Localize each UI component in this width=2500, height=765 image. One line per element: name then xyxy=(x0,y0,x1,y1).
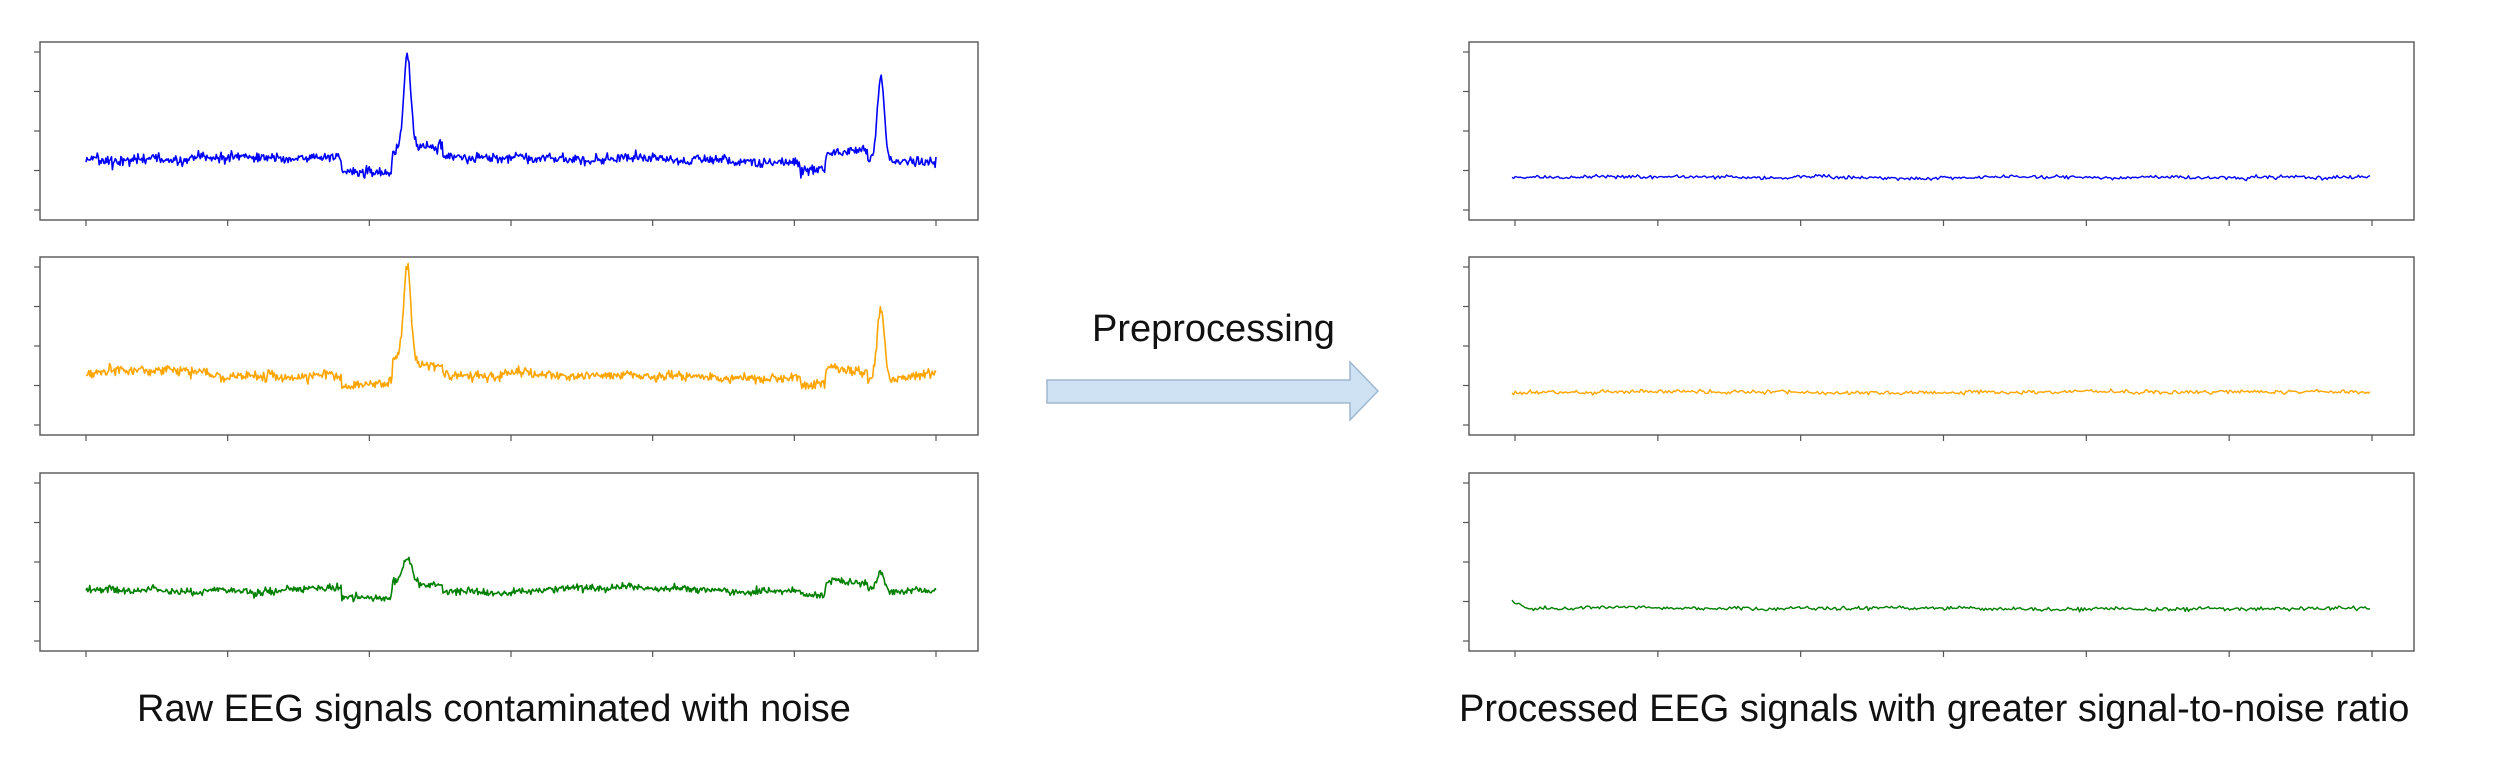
plot-frame xyxy=(1468,256,2415,436)
arrow-label: Preprocessing xyxy=(1092,308,1335,350)
plot-frame xyxy=(1468,41,2415,221)
eeg-trace-blue xyxy=(85,52,937,179)
panels-layer xyxy=(34,41,2415,657)
eeg-trace-orange xyxy=(1511,388,2371,396)
plot-frame xyxy=(39,256,979,436)
plot-frame xyxy=(1468,472,2415,652)
panel-raw-blue xyxy=(34,41,979,226)
panel-processed-orange xyxy=(1463,256,2415,441)
arrow-shape xyxy=(1046,360,1380,422)
processed-signals-caption: Processed EEG signals with greater signa… xyxy=(1459,688,2410,730)
panel-raw-orange xyxy=(34,256,979,441)
panel-raw-green xyxy=(34,472,979,657)
eeg-trace-green xyxy=(1511,599,2371,613)
plot-frame xyxy=(39,472,979,652)
raw-signals-caption: Raw EEG signals contaminated with noise xyxy=(137,688,851,730)
panel-processed-green xyxy=(1463,472,2415,657)
preprocessing-arrow xyxy=(1046,360,1380,422)
panel-processed-blue xyxy=(1463,41,2415,226)
eeg-trace-green xyxy=(85,556,937,603)
eeg-trace-orange xyxy=(86,262,937,390)
plot-frame xyxy=(39,41,979,221)
eeg-trace-blue xyxy=(1511,173,2371,182)
